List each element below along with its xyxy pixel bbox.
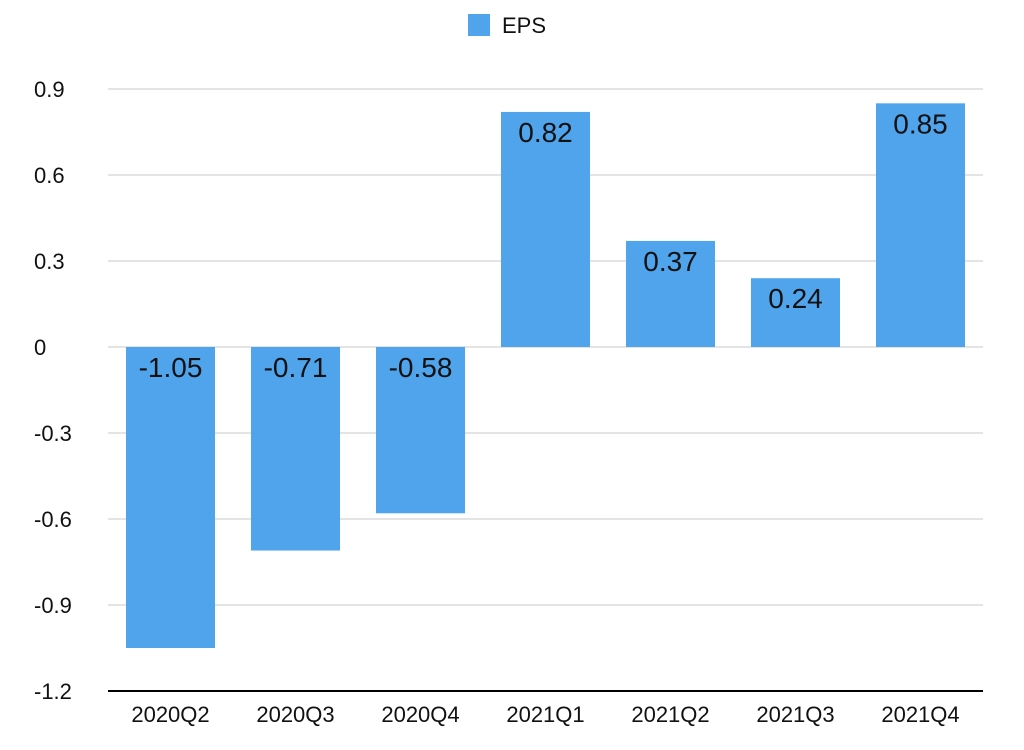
x-tick-label: 2021Q4 bbox=[881, 702, 959, 727]
y-tick-label: 0.3 bbox=[34, 249, 65, 274]
y-tick-label: -0.9 bbox=[34, 593, 72, 618]
bar-2021q2 bbox=[626, 240, 715, 347]
x-tick-label: 2021Q2 bbox=[631, 702, 709, 727]
x-axis-tick-labels: 2020Q2 2020Q3 2020Q4 2021Q1 2021Q2 2021Q3 2021… bbox=[131, 702, 959, 727]
x-tick-label: 2020Q4 bbox=[381, 702, 459, 727]
data-label-2020q4: -0.58 bbox=[389, 352, 453, 383]
data-label-2021q3: 0.24 bbox=[768, 283, 823, 314]
bar-2020q3 bbox=[251, 347, 340, 551]
bar-2020q2 bbox=[126, 347, 215, 648]
y-tick-label: 0.6 bbox=[34, 163, 65, 188]
legend-swatch-eps bbox=[468, 14, 490, 36]
data-label-2021q2: 0.37 bbox=[643, 246, 698, 277]
chart-legend: EPS bbox=[468, 13, 546, 38]
chart-bars bbox=[126, 103, 965, 648]
y-tick-label: -1.2 bbox=[34, 679, 72, 704]
y-tick-label: 0 bbox=[34, 335, 46, 360]
data-label-2021q4: 0.85 bbox=[893, 108, 948, 139]
data-label-2021q1: 0.82 bbox=[518, 117, 573, 148]
bar-2020q4 bbox=[376, 347, 465, 514]
bar-2021q3 bbox=[751, 278, 840, 347]
y-tick-label: -0.3 bbox=[34, 421, 72, 446]
y-tick-label: 0.9 bbox=[34, 77, 65, 102]
x-tick-label: 2021Q1 bbox=[506, 702, 584, 727]
bar-data-labels: -1.05 -0.71 -0.58 0.82 0.37 0.24 0.85 bbox=[139, 108, 948, 383]
y-axis-tick-labels: 0.9 0.6 0.3 0 -0.3 -0.6 -0.9 -1.2 bbox=[34, 77, 72, 704]
bar-2021q4 bbox=[876, 103, 965, 347]
y-tick-label: -0.6 bbox=[34, 507, 72, 532]
x-tick-label: 2020Q2 bbox=[131, 702, 209, 727]
data-label-2020q3: -0.71 bbox=[264, 352, 328, 383]
legend-label-eps: EPS bbox=[502, 13, 546, 38]
data-label-2020q2: -1.05 bbox=[139, 352, 203, 383]
x-tick-label: 2021Q3 bbox=[756, 702, 834, 727]
x-tick-label: 2020Q3 bbox=[256, 702, 334, 727]
bar-2021q1 bbox=[501, 111, 590, 347]
